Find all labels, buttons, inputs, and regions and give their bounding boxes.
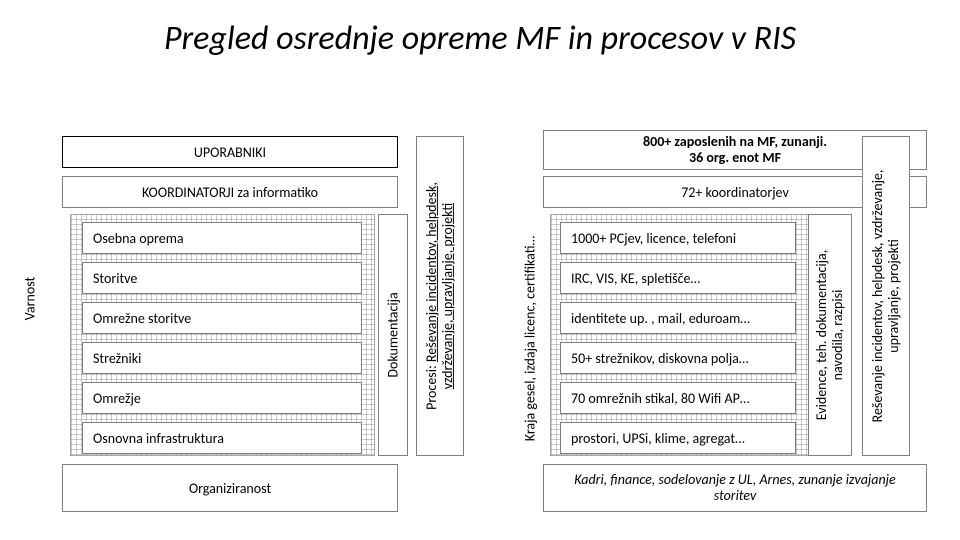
dokumentacija-label: Dokumentacija [385, 292, 402, 377]
resevanje-text: Reševanje incidentov, helpdesk, vzdrževa… [870, 170, 902, 423]
resevanje-l2: upravljanje, projekti [885, 239, 902, 353]
procesi-text: Procesi: Reševanje incidentov, helpdesk,… [424, 182, 456, 410]
box-storitve: Storitve [82, 262, 362, 294]
procesi-line-2: Reševanje incidentov, helpdesk, [423, 182, 440, 362]
box-identitete: identitete up. , mail, eduroam… [560, 302, 796, 334]
procesi-line-1: Procesi: [423, 365, 440, 410]
kraja-label: Kraja gesel, izdaja licenc, certifikati… [522, 209, 539, 469]
evidence-vbox: Evidence, teh. dokumentacija, navodila, … [808, 214, 852, 456]
resevanje-vbox: Reševanje incidentov, helpdesk, vzdrževa… [862, 136, 910, 456]
evidence-text: Evidence, teh. dokumentacija, navodila, … [814, 250, 846, 420]
box-prostori: prostori, UPSi, klime, agregat… [560, 422, 796, 454]
resevanje-l1: Reševanje incidentov, helpdesk, vzdrževa… [869, 170, 886, 423]
box-omrezje: Omrežje [82, 382, 362, 414]
box-omrezne: Omrežne storitve [82, 302, 362, 334]
varnost-label: Varnost [22, 259, 39, 339]
box-organiziranost: Organiziranost [62, 464, 398, 512]
box-osnovna: Osnovna infrastruktura [82, 422, 362, 454]
evidence-l1: Evidence, teh. dokumentacija, [813, 250, 830, 420]
box-strezniki: Strežniki [82, 342, 362, 374]
box-kadri: Kadri, finance, sodelovanje z UL, Arnes,… [543, 464, 927, 512]
box-right-strezniki: 50+ strežnikov, diskovna polja… [560, 342, 796, 374]
zaposlenih-l1: 800+ zaposlenih na MF, zunanji. [643, 134, 827, 150]
box-osebna: Osebna oprema [82, 222, 362, 254]
evidence-l2: navodila, razpisi [829, 290, 846, 381]
zaposlenih-l2: 36 org. enot MF [689, 150, 781, 166]
procesi-vbox: Procesi: Reševanje incidentov, helpdesk,… [416, 136, 464, 456]
box-uporabniki: UPORABNIKI [62, 136, 398, 168]
box-koordinatorji: KOORDINATORJI za informatiko [62, 176, 398, 208]
box-pcjev: 1000+ PCjev, licence, telefoni [560, 222, 796, 254]
box-irc: IRC, VIS, KE, spletišče… [560, 262, 796, 294]
dokumentacija-vbox: Dokumentacija [378, 214, 408, 456]
page-title: Pregled osrednje opreme MF in procesov v… [0, 18, 960, 59]
box-stikal: 70 omrežnih stikal, 80 Wifi AP… [560, 382, 796, 414]
procesi-line-3: vzdrževanje, upravljanje, projekti [439, 203, 456, 389]
